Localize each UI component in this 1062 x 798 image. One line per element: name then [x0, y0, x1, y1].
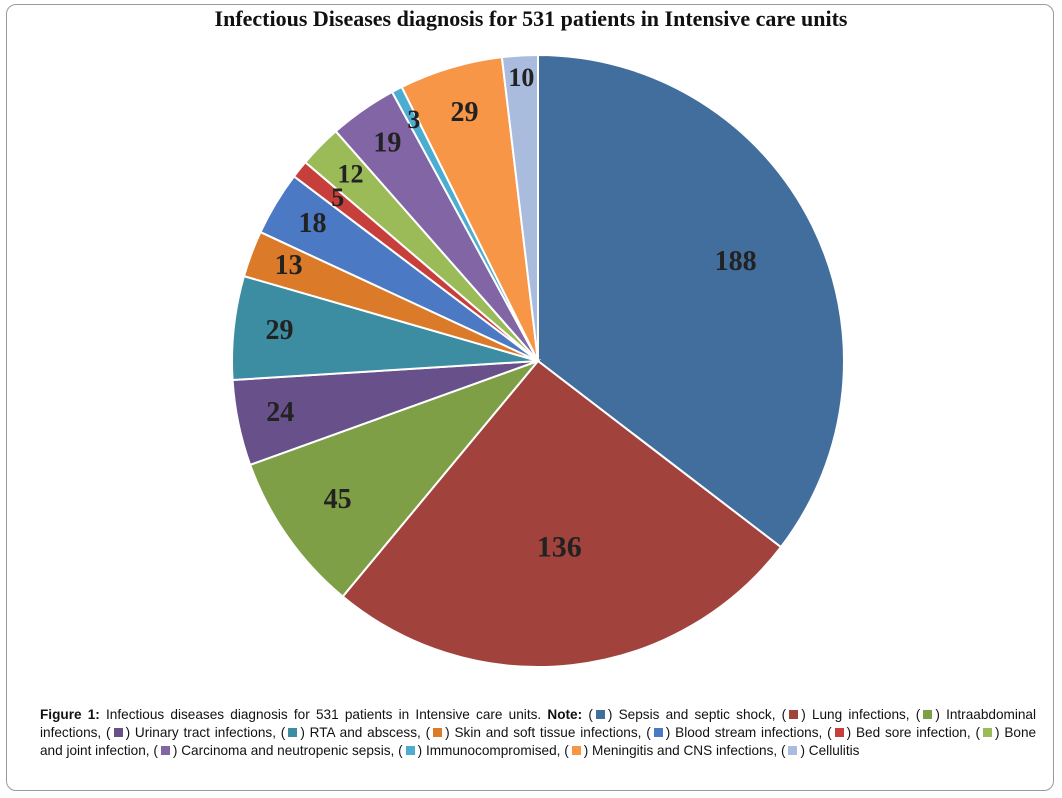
pie-data-label: 13: [275, 250, 303, 281]
legend-swatch: [923, 710, 933, 719]
pie-data-label: 29: [451, 97, 479, 128]
chart-title: Infectious Diseases diagnosis for 531 pa…: [214, 6, 848, 31]
legend-label: Lung infections,: [811, 707, 910, 722]
legend-label: Urinary tract infections,: [134, 725, 276, 740]
pie-data-label: 3: [407, 105, 420, 134]
legend-label: Blood stream infections,: [675, 725, 823, 740]
legend-label: Bone and joint infection,: [40, 725, 1037, 758]
pie-data-label: 10: [508, 63, 534, 92]
legend-swatch: [982, 728, 992, 737]
caption-legend-item: () Bone and joint infection,: [40, 725, 1037, 758]
pie-data-label: 24: [266, 397, 294, 428]
pie-data-label: 188: [715, 246, 757, 277]
legend-swatch: [789, 710, 799, 719]
caption-legend-item: () Carcinoma and neutropenic sepsis,: [153, 743, 395, 758]
legend-label: RTA and abscess,: [309, 725, 421, 740]
caption-legend-item: () Intraabdominal infections,: [40, 707, 1036, 740]
pie-data-label: 136: [537, 530, 582, 563]
legend-label: Sepsis and septic shock,: [618, 707, 776, 722]
caption-legend-item: () Skin and soft tissue infections,: [425, 725, 642, 740]
pie-data-label: 29: [265, 315, 293, 346]
pie-slice-cellulitis: [500, 53, 539, 362]
legend-swatch: [571, 746, 581, 755]
legend-label: Intraabdominal infections,: [40, 707, 1036, 740]
legend-label: Meningitis and CNS infections,: [592, 743, 778, 758]
pie-data-label: 5: [331, 183, 344, 212]
legend-swatch: [834, 728, 844, 737]
legend-label: Skin and soft tissue infections,: [454, 725, 642, 740]
legend-swatch: [788, 746, 798, 755]
caption-legend-item: () Blood stream infections,: [646, 725, 823, 740]
pie-data-label: 18: [298, 208, 326, 239]
legend-label: Carcinoma and neutropenic sepsis,: [181, 743, 395, 758]
legend-label: Immunocompromised,: [425, 743, 561, 758]
caption-legend-item: () Bed sore infection,: [827, 725, 971, 740]
caption-legend-item: () Immunocompromised,: [398, 743, 561, 758]
pie-slice-lung-infections: [341, 359, 783, 668]
pie-data-label: 12: [338, 159, 364, 188]
caption-note-label: Note:: [547, 707, 583, 722]
legend-label: Bed sore infection,: [855, 725, 971, 740]
legend-swatch: [288, 728, 298, 737]
pie-slice-sepsis-and-septic-shock: [537, 53, 845, 549]
legend-swatch: [433, 728, 443, 737]
caption-legend-item: () Cellulitis: [780, 743, 860, 758]
caption-legend-item: () Sepsis and septic shock,: [588, 707, 776, 722]
caption-legend-item: () RTA and abscess,: [280, 725, 421, 740]
legend-swatch: [595, 710, 605, 719]
pie-slices: [231, 53, 845, 668]
caption-legend-item: () Urinary tract infections,: [106, 725, 276, 740]
caption-text: Infectious diseases diagnosis for 531 pa…: [106, 707, 542, 722]
legend-label: Cellulitis: [808, 743, 860, 758]
pie-slice-intraabdominal-infections: [248, 358, 542, 598]
pie-data-label: 45: [324, 484, 352, 515]
legend-swatch: [405, 746, 415, 755]
caption-legend-item: () Lung infections,: [781, 707, 910, 722]
pie-data-label: 19: [373, 128, 401, 159]
caption-legend: () Sepsis and septic shock, () Lung infe…: [40, 707, 1036, 758]
legend-swatch: [113, 728, 123, 737]
caption-legend-item: () Meningitis and CNS infections,: [564, 743, 778, 758]
caption-label: Figure 1:: [40, 707, 100, 722]
figure-caption: Figure 1: Infectious diseases diagnosis …: [40, 706, 1036, 760]
legend-swatch: [653, 728, 663, 737]
legend-swatch: [160, 746, 170, 755]
